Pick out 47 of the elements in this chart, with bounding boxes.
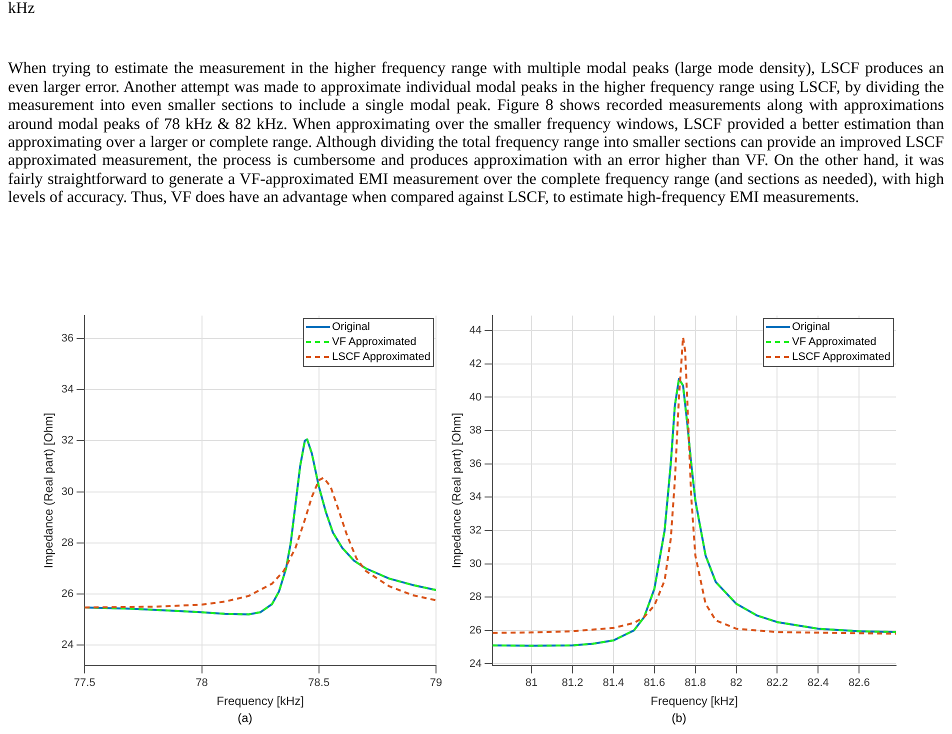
legend-label: VF Approximated bbox=[332, 336, 416, 348]
x-tick-label: 78.5 bbox=[308, 677, 330, 690]
y-tick-label: 24 bbox=[469, 658, 482, 670]
x-axis-title: Frequency [kHz] bbox=[650, 694, 738, 708]
x-tick-label: 81.4 bbox=[602, 677, 624, 690]
x-tick-label: 78 bbox=[196, 677, 208, 690]
x-tick-label: 81.8 bbox=[684, 677, 706, 690]
x-tick-label: 82.2 bbox=[766, 677, 788, 690]
y-tick-label: 40 bbox=[469, 391, 482, 404]
text: (a) bbox=[236, 711, 254, 725]
x-axis-title: Frequency [kHz] bbox=[216, 694, 304, 708]
legend-label: Original bbox=[792, 321, 830, 334]
x-tick-label: 82.4 bbox=[807, 677, 829, 690]
x-tick-label: 81 bbox=[525, 677, 538, 690]
y-axis-title: Impedance (Real part) [Ohm] bbox=[450, 412, 464, 568]
text: kHz bbox=[8, 0, 36, 18]
y-tick-label: 36 bbox=[469, 458, 482, 470]
y-tick-label: 34 bbox=[61, 384, 74, 396]
legend-label: Original bbox=[332, 321, 370, 334]
y-tick-label: 44 bbox=[469, 324, 482, 337]
text: (b) bbox=[670, 711, 688, 725]
line-series bbox=[84, 476, 436, 608]
y-tick-label: 28 bbox=[61, 536, 74, 549]
x-tick-label: 77.5 bbox=[74, 677, 96, 690]
y-tick-label: 42 bbox=[469, 358, 482, 370]
y-tick-label: 32 bbox=[469, 524, 482, 537]
legend-label: LSCF Approximated bbox=[332, 351, 430, 364]
y-tick-label: 30 bbox=[469, 558, 482, 570]
legend-label: VF Approximated bbox=[792, 336, 876, 348]
y-tick-label: 32 bbox=[61, 434, 74, 447]
y-tick-label: 30 bbox=[61, 486, 74, 498]
x-tick-label: 81.2 bbox=[562, 677, 584, 690]
y-tick-label: 28 bbox=[469, 591, 482, 604]
legend-label: LSCF Approximated bbox=[792, 351, 890, 364]
y-tick-label: 36 bbox=[61, 332, 74, 345]
line-series bbox=[492, 336, 896, 635]
y-tick-label: 38 bbox=[469, 424, 482, 437]
text: When trying to estimate the measurement in the higher frequency range with multiple modal peaks (large mode density), LSCF produces an even larger error. Another attempt was made to approximate individual modal peaks in the higher frequency range using LSCF, by dividing the measurement into even smaller sections to include a single modal peak. Figure 8 shows recorded measurements along with approximations around modal peaks of 78 kHz & 82 kHz. When approximating over the smaller frequency windows, LSCF provided a better estimation than approximating over a larger or complete range. Although dividing the total frequency range into smaller sections can provide an improved LSCF approximated measurement, the process is cumbersome and produces approximation with an error higher than VF. On the other hand, it was fairly straightforward to generate a VF-approximated EMI measurement over the complete frequency range (and sections as needed), with high levels of accuracy. Thus, VF does have an advantage when compared against LSCF, to estimate high-frequency EMI measurements. bbox=[8, 60, 944, 208]
x-tick-label: 82 bbox=[730, 677, 742, 690]
y-tick-label: 34 bbox=[469, 491, 482, 504]
x-tick-label: 79 bbox=[430, 677, 442, 690]
y-axis-title: Impedance (Real part) [Ohm] bbox=[42, 412, 56, 568]
x-tick-label: 82.6 bbox=[848, 677, 870, 690]
y-tick-label: 26 bbox=[61, 588, 74, 600]
y-tick-label: 24 bbox=[61, 639, 74, 652]
x-tick-label: 81.6 bbox=[644, 677, 666, 690]
y-tick-label: 26 bbox=[469, 624, 482, 636]
